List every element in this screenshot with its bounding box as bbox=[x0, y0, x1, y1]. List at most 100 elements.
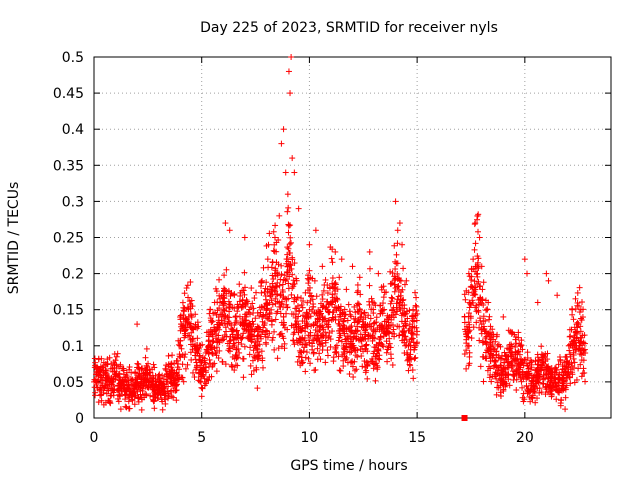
data-point bbox=[285, 204, 292, 211]
data-point bbox=[151, 405, 158, 412]
data-point bbox=[345, 325, 352, 332]
data-point bbox=[238, 341, 245, 348]
data-point bbox=[108, 374, 115, 381]
data-point bbox=[212, 309, 219, 316]
data-point bbox=[95, 355, 102, 362]
data-point bbox=[212, 285, 219, 292]
data-point bbox=[336, 322, 343, 329]
data-point bbox=[268, 318, 275, 325]
data-point bbox=[332, 345, 339, 352]
data-point bbox=[296, 308, 303, 315]
data-point bbox=[281, 345, 288, 352]
data-point bbox=[139, 396, 146, 403]
data-point bbox=[472, 240, 479, 247]
data-point bbox=[480, 279, 487, 286]
data-point bbox=[142, 390, 149, 397]
data-point bbox=[107, 392, 114, 399]
data-point bbox=[285, 285, 292, 292]
data-point bbox=[195, 323, 202, 330]
data-point bbox=[273, 248, 280, 255]
data-point bbox=[569, 311, 576, 318]
data-point bbox=[291, 280, 298, 287]
y-tick-label: 0.5 bbox=[62, 50, 84, 66]
data-point bbox=[233, 353, 240, 360]
data-point bbox=[283, 301, 290, 308]
data-point bbox=[347, 311, 354, 318]
data-point bbox=[329, 246, 336, 253]
data-point bbox=[180, 311, 187, 318]
data-point bbox=[226, 308, 233, 315]
data-point bbox=[314, 345, 321, 352]
data-point bbox=[396, 220, 403, 227]
data-point bbox=[316, 350, 323, 357]
data-point bbox=[180, 378, 187, 385]
y-tick-label: 0.05 bbox=[53, 375, 84, 391]
data-point bbox=[523, 270, 530, 277]
data-point bbox=[319, 296, 326, 303]
data-point bbox=[582, 378, 589, 385]
data-point bbox=[471, 246, 478, 253]
data-point bbox=[165, 361, 172, 368]
data-point bbox=[106, 354, 113, 361]
data-point bbox=[343, 286, 350, 293]
data-point bbox=[227, 292, 234, 299]
data-point bbox=[115, 373, 122, 380]
data-point bbox=[260, 324, 267, 331]
data-point bbox=[289, 155, 296, 162]
data-point bbox=[165, 352, 172, 359]
data-point bbox=[122, 374, 129, 381]
data-point bbox=[186, 333, 193, 340]
data-point bbox=[388, 280, 395, 287]
data-point bbox=[150, 361, 157, 368]
data-point bbox=[334, 286, 341, 293]
data-point bbox=[317, 356, 324, 363]
data-point bbox=[262, 327, 269, 334]
data-point bbox=[288, 54, 295, 60]
data-point bbox=[263, 307, 270, 314]
data-point bbox=[468, 335, 475, 342]
data-point bbox=[276, 282, 283, 289]
data-point bbox=[271, 234, 278, 241]
data-point bbox=[182, 351, 189, 358]
data-point bbox=[243, 313, 250, 320]
data-point bbox=[371, 319, 378, 326]
data-point bbox=[114, 350, 121, 357]
data-point bbox=[125, 405, 132, 412]
data-point bbox=[570, 316, 577, 323]
data-point bbox=[284, 191, 291, 198]
data-point bbox=[216, 321, 223, 328]
data-point bbox=[316, 340, 323, 347]
data-point bbox=[362, 342, 369, 349]
data-point bbox=[299, 359, 306, 366]
data-point bbox=[132, 370, 139, 377]
data-point bbox=[315, 334, 322, 341]
data-point bbox=[579, 370, 586, 377]
data-point bbox=[208, 343, 215, 350]
data-point bbox=[282, 169, 289, 176]
data-point bbox=[310, 349, 317, 356]
data-point bbox=[138, 406, 145, 413]
data-point bbox=[366, 265, 373, 272]
data-point bbox=[117, 406, 124, 413]
data-point bbox=[302, 341, 309, 348]
data-point bbox=[148, 374, 155, 381]
data-point bbox=[337, 313, 344, 320]
data-point bbox=[186, 298, 193, 305]
data-point bbox=[335, 316, 342, 323]
data-point bbox=[269, 272, 276, 279]
data-point bbox=[168, 393, 175, 400]
data-point bbox=[263, 279, 270, 286]
data-point bbox=[307, 360, 314, 367]
data-point bbox=[249, 318, 256, 325]
data-point bbox=[248, 371, 255, 378]
data-point bbox=[286, 262, 293, 269]
data-point bbox=[259, 318, 266, 325]
data-point bbox=[312, 227, 319, 234]
data-point bbox=[293, 277, 300, 284]
data-point bbox=[255, 332, 262, 339]
data-point bbox=[182, 365, 189, 372]
data-point bbox=[576, 284, 583, 291]
data-point bbox=[234, 354, 241, 361]
data-point bbox=[266, 230, 273, 237]
data-point bbox=[101, 362, 108, 369]
